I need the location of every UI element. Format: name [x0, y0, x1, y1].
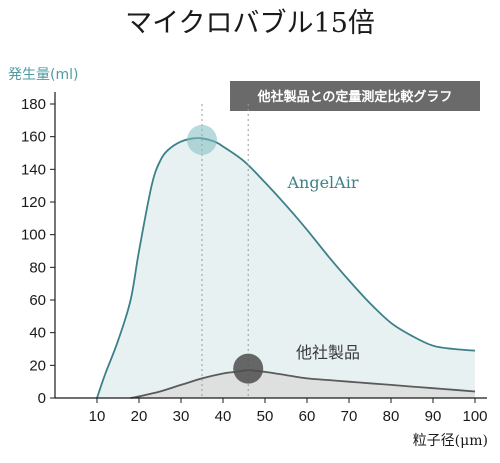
- x-tick-label: 90: [425, 408, 442, 425]
- series-line: [96, 137, 476, 399]
- x-tick-label: 20: [131, 408, 148, 425]
- comparison-badge: 他社製品との定量測定比較グラフ: [230, 81, 480, 111]
- series-area: [130, 370, 475, 398]
- series-area: [97, 137, 475, 399]
- x-tick-label: 100: [462, 408, 487, 425]
- x-axis-label: 粒子径(μm): [413, 433, 488, 449]
- chart-title: マイクロバブル15倍: [125, 8, 375, 39]
- y-tick-label: 120: [21, 194, 46, 211]
- series-label: AngelAir: [286, 173, 358, 192]
- series-label: 他社製品: [296, 343, 360, 362]
- y-tick-label: 160: [21, 129, 46, 146]
- x-tick-label: 80: [383, 408, 400, 425]
- x-tick-label: 10: [89, 408, 106, 425]
- y-tick-label: 180: [21, 96, 46, 113]
- x-tick-label: 40: [215, 408, 232, 425]
- y-tick-label: 40: [29, 325, 46, 342]
- y-tick-label: 60: [29, 292, 46, 309]
- y-tick-label: 20: [29, 357, 46, 374]
- y-axis-label: 発生量(ml): [8, 67, 78, 83]
- y-tick-label: 100: [21, 227, 46, 244]
- x-tick-label: 30: [173, 408, 190, 425]
- y-tick-label: 80: [29, 259, 46, 276]
- x-tick-label: 60: [299, 408, 316, 425]
- badge-text: 他社製品との定量測定比較グラフ: [257, 89, 453, 105]
- plot-area: AngelAir 他社製品 0 20 40 60 80 100 120 140 160 180 10 20…: [21, 92, 488, 425]
- x-tick-label: 50: [257, 408, 274, 425]
- y-tick-label: 140: [21, 161, 46, 178]
- peak-marker: [187, 124, 217, 155]
- series-line: [130, 369, 476, 399]
- y-tick-label: 0: [38, 390, 46, 407]
- peak-marker: [233, 353, 264, 384]
- badge-background: [230, 81, 480, 111]
- x-tick-label: 70: [341, 408, 358, 425]
